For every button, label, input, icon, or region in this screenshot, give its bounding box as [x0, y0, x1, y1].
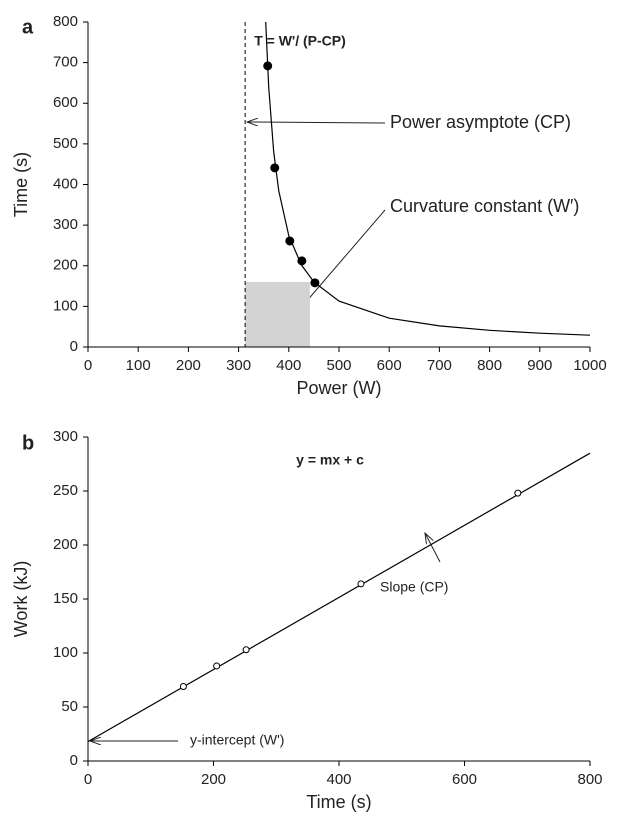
x-tick-label: 800 [577, 771, 602, 788]
x-tick-label: 200 [176, 357, 201, 374]
y-axis-title: Work (kJ) [11, 561, 31, 638]
y-tick-label: 300 [53, 216, 78, 233]
annotation: Slope (CP) [380, 579, 448, 595]
y-tick-label: 50 [61, 698, 78, 715]
panel-label: a [22, 16, 34, 38]
x-tick-label: 0 [84, 357, 92, 374]
y-tick-label: 100 [53, 297, 78, 314]
y-tick-label: 400 [53, 175, 78, 192]
y-tick-label: 500 [53, 135, 78, 152]
x-axis-title: Time (s) [306, 792, 371, 812]
x-tick-label: 400 [276, 357, 301, 374]
x-tick-label: 200 [201, 771, 226, 788]
point [263, 61, 273, 71]
x-tick-label: 300 [226, 357, 251, 374]
y-tick-label: 200 [53, 257, 78, 274]
y-axis-title: Time (s) [11, 152, 31, 217]
y-tick-label: 0 [70, 338, 78, 355]
x-tick-label: 700 [427, 357, 452, 374]
point [310, 278, 320, 288]
y-tick-label: 200 [53, 536, 78, 553]
fit-line [87, 452, 591, 743]
point [179, 682, 187, 690]
x-tick-label: 600 [452, 771, 477, 788]
fit-line [265, 21, 591, 336]
x-tick-label: 500 [326, 357, 351, 374]
x-tick-label: 1000 [573, 357, 606, 374]
x-tick-label: 400 [326, 771, 351, 788]
y-tick-label: 0 [70, 752, 78, 769]
annotation: y-intercept (W') [190, 732, 284, 748]
y-tick-label: 600 [53, 94, 78, 111]
point [514, 489, 522, 497]
point [242, 646, 250, 654]
point [285, 236, 295, 246]
y-tick-label: 150 [53, 590, 78, 607]
point [297, 256, 307, 266]
point [357, 580, 365, 588]
arrow [425, 533, 441, 563]
equation: T = W'/ (P-CP) [254, 33, 346, 49]
y-tick-label: 250 [53, 482, 78, 499]
annotation: Curvature constant (W′) [390, 196, 579, 216]
arrow [247, 122, 386, 123]
y-tick-label: 300 [53, 428, 78, 445]
shaded-region [245, 282, 310, 347]
panel-label: b [22, 432, 34, 454]
equation: y = mx + c [296, 452, 364, 468]
point [270, 163, 280, 173]
annotation: Power asymptote (CP) [390, 112, 571, 132]
x-tick-label: 900 [527, 357, 552, 374]
x-tick-label: 800 [477, 357, 502, 374]
x-axis-title: Power (W) [297, 378, 382, 398]
y-tick-label: 700 [53, 54, 78, 71]
x-tick-label: 0 [84, 771, 92, 788]
y-tick-label: 100 [53, 644, 78, 661]
x-tick-label: 100 [126, 357, 151, 374]
point [213, 662, 221, 670]
x-tick-label: 600 [377, 357, 402, 374]
y-tick-label: 800 [53, 13, 78, 30]
